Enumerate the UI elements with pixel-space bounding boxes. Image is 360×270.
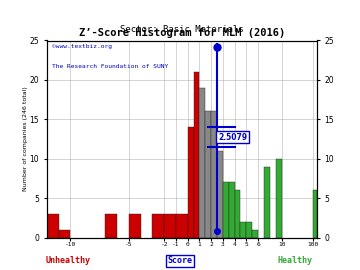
Text: 2.5079: 2.5079 <box>218 133 247 141</box>
Bar <box>313 190 317 238</box>
Bar <box>235 190 240 238</box>
Bar <box>164 214 176 238</box>
Bar <box>176 214 188 238</box>
Bar <box>205 112 211 238</box>
Bar <box>47 214 59 238</box>
Bar <box>246 222 252 238</box>
Bar <box>229 183 235 238</box>
Bar <box>211 112 217 238</box>
Bar <box>105 214 117 238</box>
Bar <box>188 127 194 238</box>
Bar <box>59 230 70 238</box>
Text: ©www.textbiz.org: ©www.textbiz.org <box>52 45 112 49</box>
Bar <box>129 214 141 238</box>
Text: The Research Foundation of SUNY: The Research Foundation of SUNY <box>52 64 168 69</box>
Bar <box>152 214 164 238</box>
Bar <box>199 88 205 238</box>
Bar <box>276 159 282 238</box>
Bar <box>217 151 223 238</box>
Bar <box>194 72 199 238</box>
Text: Unhealthy: Unhealthy <box>46 256 91 265</box>
Bar <box>240 222 246 238</box>
Text: Healthy: Healthy <box>278 256 313 265</box>
Bar <box>223 183 229 238</box>
Text: Sector: Basic Materials: Sector: Basic Materials <box>120 25 244 33</box>
Y-axis label: Number of companies (246 total): Number of companies (246 total) <box>23 87 28 191</box>
Title: Z’-Score Histogram for MLM (2016): Z’-Score Histogram for MLM (2016) <box>79 28 285 38</box>
Bar <box>264 167 270 238</box>
Text: Score: Score <box>167 256 193 265</box>
Bar <box>252 230 258 238</box>
